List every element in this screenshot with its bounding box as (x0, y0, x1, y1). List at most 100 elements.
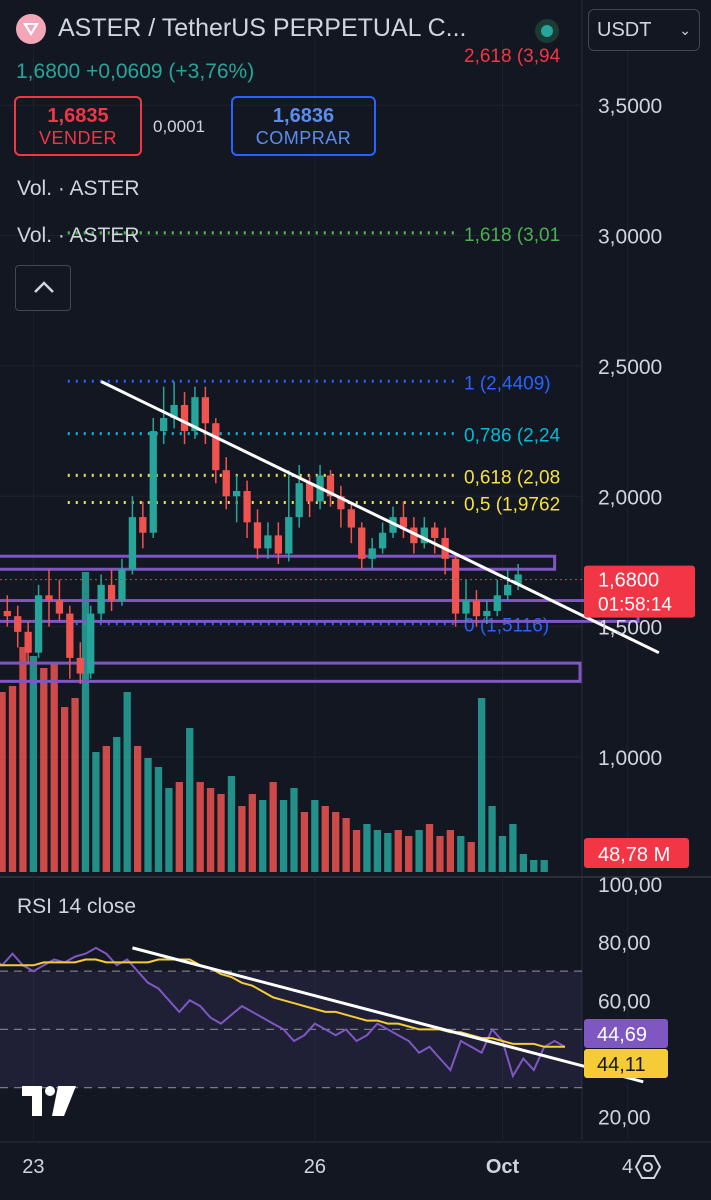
last-price-value: 1,6800 (598, 570, 659, 592)
price-change: 1,6800 +0,0609 (+3,76%) (16, 60, 255, 83)
rsi-trendline (132, 946, 644, 1084)
sell-label: VENDER (38, 128, 117, 148)
volume-bar (467, 842, 475, 872)
rsi-value-badge (584, 1019, 668, 1048)
candle-body (399, 517, 408, 528)
candle-body (66, 613, 74, 658)
symbol-title[interactable]: ASTER / TetherUS PERPETUAL C... (58, 14, 467, 42)
volume-bar (477, 698, 486, 872)
volume-value: 48,78 M (598, 844, 670, 866)
settings-icon[interactable] (634, 1153, 662, 1186)
candle-body (107, 584, 116, 601)
candle-body (431, 527, 439, 538)
candle-body (451, 558, 460, 614)
volume-bar (238, 806, 246, 872)
fib-level-label: 0,5 (1,9762 (464, 494, 560, 515)
buy-price: 1,6836 (272, 105, 335, 127)
fib-level-label: 0,786 (2,24 (464, 426, 561, 447)
candle-body (222, 470, 230, 497)
chevron-down-icon: ⌄ (679, 22, 691, 38)
volume-legend-1[interactable]: Vol. · ASTER (17, 177, 140, 200)
price-tick-label: 1,0000 (598, 747, 662, 770)
candle-body (97, 584, 105, 614)
volume-bar (133, 746, 142, 872)
candle-body (201, 397, 210, 424)
volume-bar (279, 800, 288, 872)
rsi-tick-label: 100,00 (598, 874, 662, 897)
candle-body (128, 517, 137, 570)
volume-bar (269, 782, 277, 872)
volume-bar (384, 833, 392, 872)
candle-body (87, 613, 95, 674)
candle-body (118, 569, 126, 601)
candle-body (264, 535, 272, 549)
rsi-legend[interactable]: RSI 14 close (17, 895, 137, 918)
currency-select[interactable]: USDT ⌄ (588, 9, 700, 51)
trendline (0, 380, 660, 655)
candle-body (191, 397, 199, 432)
volume-bar (290, 788, 298, 872)
volume-bar (248, 794, 256, 872)
fib-level-label: 2,618 (3,94 (464, 46, 561, 67)
volume-bar (8, 686, 17, 872)
candle-body (139, 517, 147, 533)
volume-bar (394, 830, 402, 872)
volume-bar (540, 860, 548, 872)
candle-body (504, 584, 512, 596)
volume-bar (457, 836, 465, 872)
candle-body (149, 431, 157, 533)
currency-value: USDT (597, 19, 652, 41)
candle-body (170, 405, 178, 419)
candle-body (295, 483, 303, 518)
candle-body (305, 483, 314, 502)
sell-button[interactable]: 1,6835 VENDER (14, 96, 142, 156)
rsi-ma-badge (584, 1049, 668, 1078)
volume-bar (227, 776, 236, 872)
rsi-ma-value: 44,11 (597, 1054, 646, 1076)
tradingview-logo-icon (22, 1086, 76, 1121)
rsi-value: 44,69 (597, 1024, 647, 1046)
fib-level-label: 1,618 (3,01 (464, 225, 560, 246)
candle-body (472, 600, 481, 617)
candle-body (378, 532, 387, 549)
rsi-tick-label: 20,00 (598, 1107, 651, 1130)
volume-bar (519, 854, 527, 872)
volume-bar (498, 836, 507, 872)
fib-retracement: 2,618 (3,94 1,618 (3,01 1 (2,4409) 0,786 (2… (67, 46, 561, 637)
candle-body (55, 600, 64, 614)
candle-body (326, 475, 335, 497)
buy-button[interactable]: 1,6836 COMPRAR (231, 96, 376, 156)
candle-body (3, 610, 11, 617)
volume-bar (92, 752, 100, 872)
volume-bar (332, 812, 340, 872)
candle-body (76, 657, 84, 674)
sell-price: 1,6835 (47, 105, 109, 127)
time-tick-label: Oct (486, 1156, 520, 1178)
volume-bar (0, 692, 6, 872)
volume-bar (186, 728, 194, 872)
volume-bar (29, 656, 38, 872)
candle-body (34, 595, 43, 653)
volume-bar (196, 782, 204, 872)
price-tick-label: 1,5000 (598, 617, 662, 640)
volume-bar (488, 806, 496, 872)
volume-bar (321, 806, 329, 872)
volume-bar (123, 692, 131, 872)
volume-bar (154, 767, 163, 872)
volume-legend-2[interactable]: Vol. · ASTER (17, 224, 140, 247)
candle-body (212, 423, 220, 471)
price-tick-label: 2,0000 (598, 486, 662, 509)
last-price-badge (584, 565, 695, 618)
volume-bar (175, 782, 183, 872)
candle-body (337, 496, 345, 510)
volume-bar (165, 788, 173, 872)
candle-body (347, 509, 355, 528)
rsi-line (0, 946, 566, 1079)
rsi-tick-label: 80,00 (598, 932, 651, 955)
candle-body (274, 535, 283, 554)
candle-body (233, 491, 241, 497)
collapse-legend-button[interactable] (15, 265, 71, 311)
candle-body (243, 491, 251, 523)
candle-body (368, 548, 376, 559)
